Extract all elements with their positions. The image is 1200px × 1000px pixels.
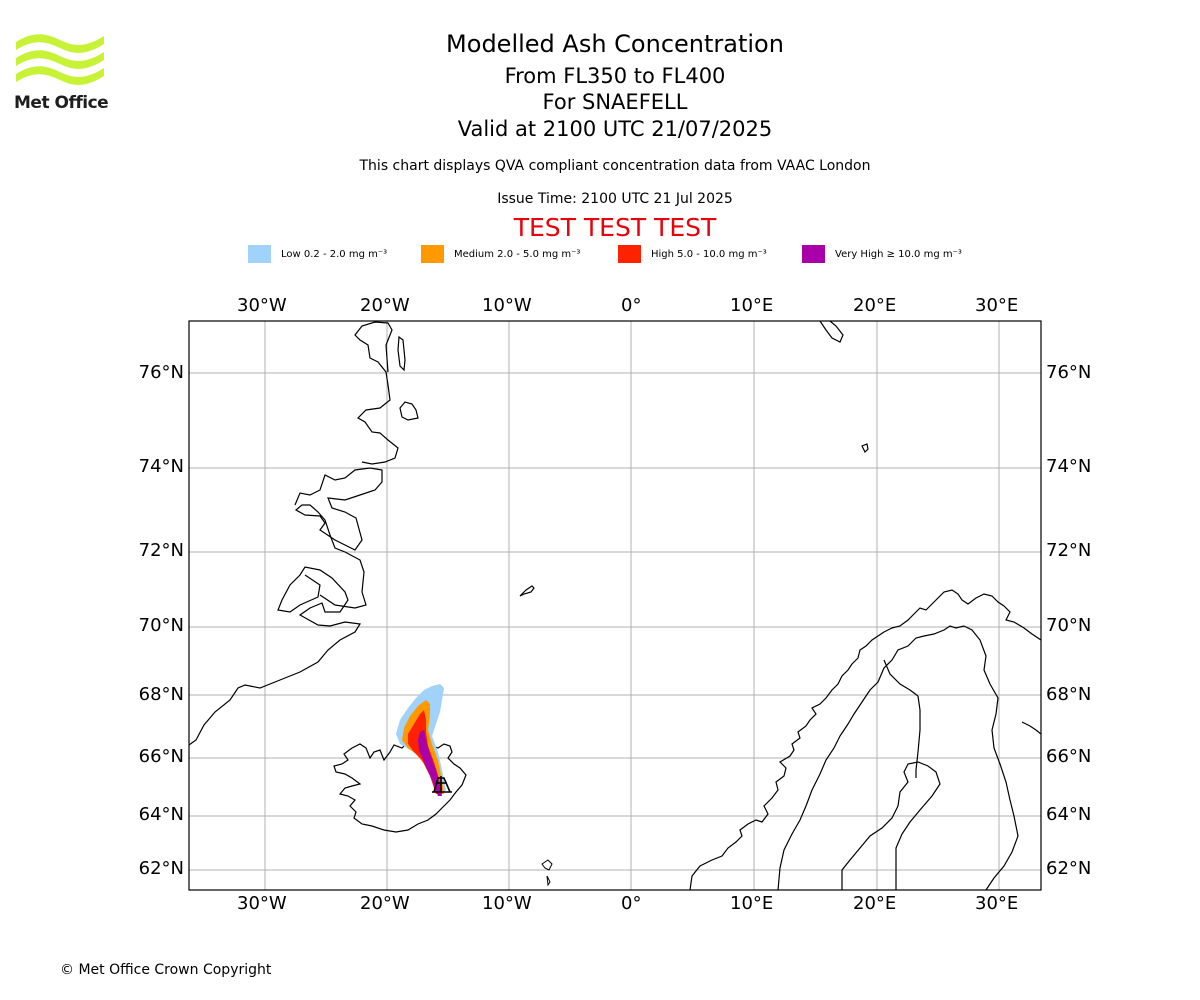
greenland-fjord xyxy=(397,335,406,372)
norway-interior-border xyxy=(883,659,919,697)
legend-label-low: Low 0.2 - 2.0 mg m⁻³ xyxy=(281,248,388,260)
lat-tick-left: 62°N xyxy=(138,858,184,879)
lat-tick-right: 62°N xyxy=(1046,858,1092,879)
finland-russia-border xyxy=(963,625,1019,890)
gulf-of-bothnia-coastline xyxy=(841,761,941,890)
map-content xyxy=(189,321,1041,890)
scandinavia-coastline xyxy=(689,589,1041,890)
logo-text: Met Office xyxy=(14,93,109,113)
lat-tick-left: 70°N xyxy=(138,615,184,636)
greenland-island xyxy=(399,401,419,421)
lon-tick-bottom: 20°W xyxy=(360,893,410,914)
faroe-coastline xyxy=(541,859,553,887)
legend-item-medium: Medium 2.0 - 5.0 mg m⁻³ xyxy=(421,244,580,264)
lon-tick-bottom: 30°E xyxy=(975,893,1019,914)
legend-item-low: Low 0.2 - 2.0 mg m⁻³ xyxy=(248,244,387,264)
volcano-marker xyxy=(432,776,452,793)
legend-swatch-high xyxy=(618,245,641,263)
lat-tick-left: 76°N xyxy=(138,362,184,383)
lat-tick-left: 74°N xyxy=(138,456,184,477)
chart-title: Modelled Ash Concentration xyxy=(446,30,784,58)
lon-tick-top: 10°W xyxy=(482,295,532,316)
lon-tick-bottom: 10°E xyxy=(730,893,774,914)
sweden-finland-border xyxy=(915,695,921,778)
lon-tick-bottom: 30°W xyxy=(237,893,287,914)
legend-label-medium: Medium 2.0 - 5.0 mg m⁻³ xyxy=(454,248,581,260)
graticule xyxy=(189,321,1041,890)
legend-item-high: High 5.0 - 10.0 mg m⁻³ xyxy=(618,244,767,264)
map-frame xyxy=(188,320,1042,891)
kola-coastline xyxy=(1021,721,1041,735)
legend-swatch-low xyxy=(248,245,271,263)
met-office-logo xyxy=(16,34,104,85)
lat-tick-left: 64°N xyxy=(138,804,184,825)
lon-tick-bottom: 20°E xyxy=(853,893,897,914)
bear-island-coastline xyxy=(861,443,869,454)
lat-tick-left: 66°N xyxy=(138,746,184,767)
svalbard-coastline xyxy=(819,321,844,343)
lon-tick-top: 0° xyxy=(621,295,642,316)
ash-area-very-high xyxy=(418,730,442,796)
lat-tick-right: 72°N xyxy=(1046,540,1092,561)
legend-label-high: High 5.0 - 10.0 mg m⁻³ xyxy=(651,248,767,260)
issue-time: Issue Time: 2100 UTC 21 Jul 2025 xyxy=(497,191,733,207)
lat-tick-right: 68°N xyxy=(1046,684,1092,705)
lat-tick-right: 66°N xyxy=(1046,746,1092,767)
lat-tick-left: 72°N xyxy=(138,540,184,561)
iceland-coastline xyxy=(333,741,467,833)
volcano-subtitle: For SNAEFELL xyxy=(542,90,688,114)
lon-tick-bottom: 10°W xyxy=(482,893,532,914)
lat-tick-right: 74°N xyxy=(1046,456,1092,477)
valid-time-subtitle: Valid at 2100 UTC 21/07/2025 xyxy=(457,117,773,141)
compliance-note: This chart displays QVA compliant concen… xyxy=(359,158,871,174)
norway-sweden-border xyxy=(777,625,965,890)
legend-swatch-very-high xyxy=(802,245,825,263)
legend-label-very-high: Very High ≥ 10.0 mg m⁻³ xyxy=(835,248,962,260)
flight-level-subtitle: From FL350 to FL400 xyxy=(504,64,726,88)
legend-item-very-high: Very High ≥ 10.0 mg m⁻³ xyxy=(802,244,962,264)
legend-swatch-medium xyxy=(421,245,444,263)
lon-tick-bottom: 0° xyxy=(621,893,642,914)
lon-tick-top: 10°E xyxy=(730,295,774,316)
lon-tick-top: 30°E xyxy=(975,295,1019,316)
test-banner: TEST TEST TEST xyxy=(513,213,717,242)
lon-tick-top: 20°W xyxy=(360,295,410,316)
jan-mayen-coastline xyxy=(519,585,535,597)
copyright-notice: © Met Office Crown Copyright xyxy=(60,962,272,978)
lat-tick-right: 76°N xyxy=(1046,362,1092,383)
lon-tick-top: 30°W xyxy=(237,295,287,316)
lat-tick-right: 64°N xyxy=(1046,804,1092,825)
lat-tick-right: 70°N xyxy=(1046,615,1092,636)
lat-tick-left: 68°N xyxy=(138,684,184,705)
greenland-coastline xyxy=(189,321,399,746)
lon-tick-top: 20°E xyxy=(853,295,897,316)
